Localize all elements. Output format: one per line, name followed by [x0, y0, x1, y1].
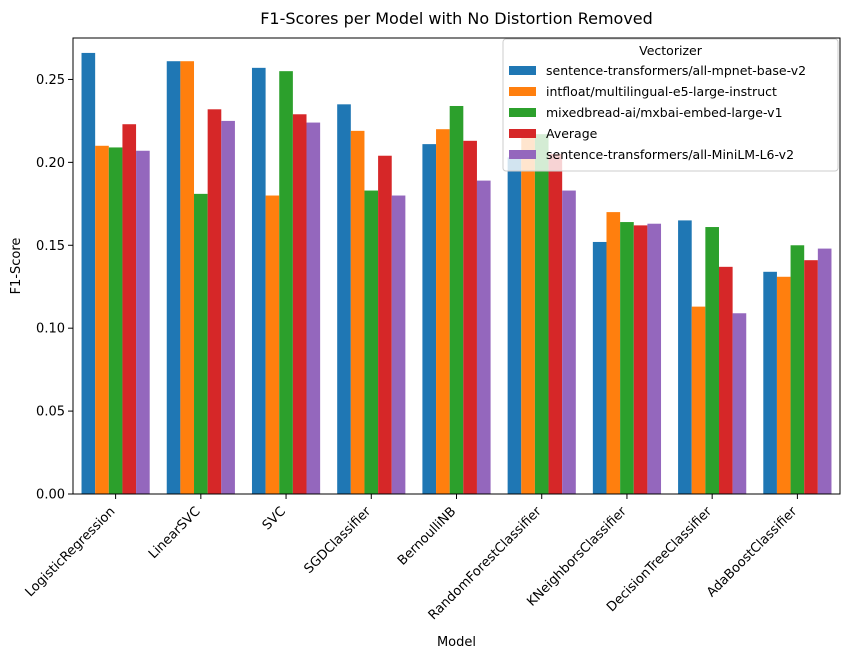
bar — [620, 222, 634, 495]
bar — [790, 245, 805, 494]
bar — [251, 67, 266, 494]
legend-label: mixedbread-ai/mxbai-embed-large-v1 — [546, 105, 783, 120]
plot-frame — [72, 37, 841, 495]
bar — [306, 122, 321, 495]
x-tick-label: SVC — [260, 504, 289, 533]
bar — [817, 248, 832, 494]
bar — [691, 306, 706, 494]
bar — [364, 190, 379, 494]
bar — [633, 225, 648, 494]
y-tick-label: 0.15 — [36, 239, 65, 254]
bar — [476, 180, 491, 494]
bar — [337, 104, 351, 494]
bar — [221, 120, 235, 494]
legend-swatch — [509, 129, 536, 138]
x-tick-label: LogisticRegression — [23, 504, 119, 600]
bar — [265, 195, 280, 494]
y-axis-ticks: 0.00 0.05 0.10 0.15 0.20 0.25 — [36, 73, 73, 503]
bar — [776, 276, 791, 494]
bar — [207, 109, 222, 494]
legend-swatch — [509, 87, 536, 96]
x-tick-label: AdaBoostClassifier — [704, 504, 801, 601]
bar — [378, 155, 392, 495]
bar — [449, 105, 464, 495]
x-axis-ticks: LogisticRegression LinearSVC SVC SGDClassif… — [23, 494, 801, 623]
bar — [436, 129, 450, 494]
y-tick-label: 0.20 — [36, 156, 65, 171]
bar — [534, 134, 549, 494]
bar — [606, 212, 621, 495]
bar — [81, 52, 96, 494]
y-axis-title: F1-Score — [9, 238, 24, 295]
bar — [391, 195, 406, 494]
bar — [763, 271, 777, 494]
bar — [678, 220, 692, 494]
bar — [279, 71, 293, 494]
legend-label: sentence-transformers/all-MiniLM-L6-v2 — [546, 147, 794, 162]
legend-label: intfloat/multilingual-e5-large-instruct — [546, 84, 777, 99]
x-tick-label: BernoulliNB — [395, 504, 459, 568]
legend-swatch — [509, 150, 536, 159]
bar — [166, 61, 181, 495]
chart-title: F1-Scores per Model with No Distortion R… — [260, 9, 653, 28]
bar — [718, 266, 733, 494]
y-tick-label: 0.25 — [36, 73, 65, 88]
y-tick-label: 0.05 — [36, 405, 65, 420]
bar — [507, 157, 522, 494]
bar — [292, 114, 307, 494]
legend-title: Vectorizer — [639, 43, 703, 58]
x-axis-title: Model — [437, 635, 476, 650]
legend-items: sentence-transformers/all-mpnet-base-v2 i… — [509, 63, 806, 162]
bar — [422, 144, 437, 494]
bars-group — [81, 52, 832, 495]
bar — [122, 124, 137, 494]
bar — [95, 145, 109, 495]
bar — [548, 154, 563, 494]
bar — [705, 227, 719, 495]
bar — [136, 150, 150, 495]
bar — [180, 61, 195, 495]
bar — [647, 223, 662, 494]
bar — [562, 190, 576, 494]
x-tick-label: SGDClassifier — [301, 504, 374, 577]
legend-label: Average — [546, 126, 598, 141]
legend-swatch — [509, 108, 536, 117]
bar — [804, 260, 818, 494]
y-tick-label: 0.10 — [36, 322, 65, 337]
y-tick-label: 0.00 — [36, 488, 65, 503]
bar — [463, 140, 477, 495]
legend: Vectorizer sentence-transformers/all-mpn… — [502, 38, 839, 172]
bar — [108, 147, 123, 494]
bar — [521, 135, 535, 494]
bar — [732, 313, 747, 494]
legend-box — [502, 38, 839, 172]
legend-swatch — [509, 66, 536, 75]
bar — [592, 241, 607, 494]
bar — [194, 193, 208, 495]
legend-label: sentence-transformers/all-mpnet-base-v2 — [546, 63, 806, 78]
x-tick-label: LinearSVC — [146, 504, 204, 562]
bar — [350, 130, 365, 494]
